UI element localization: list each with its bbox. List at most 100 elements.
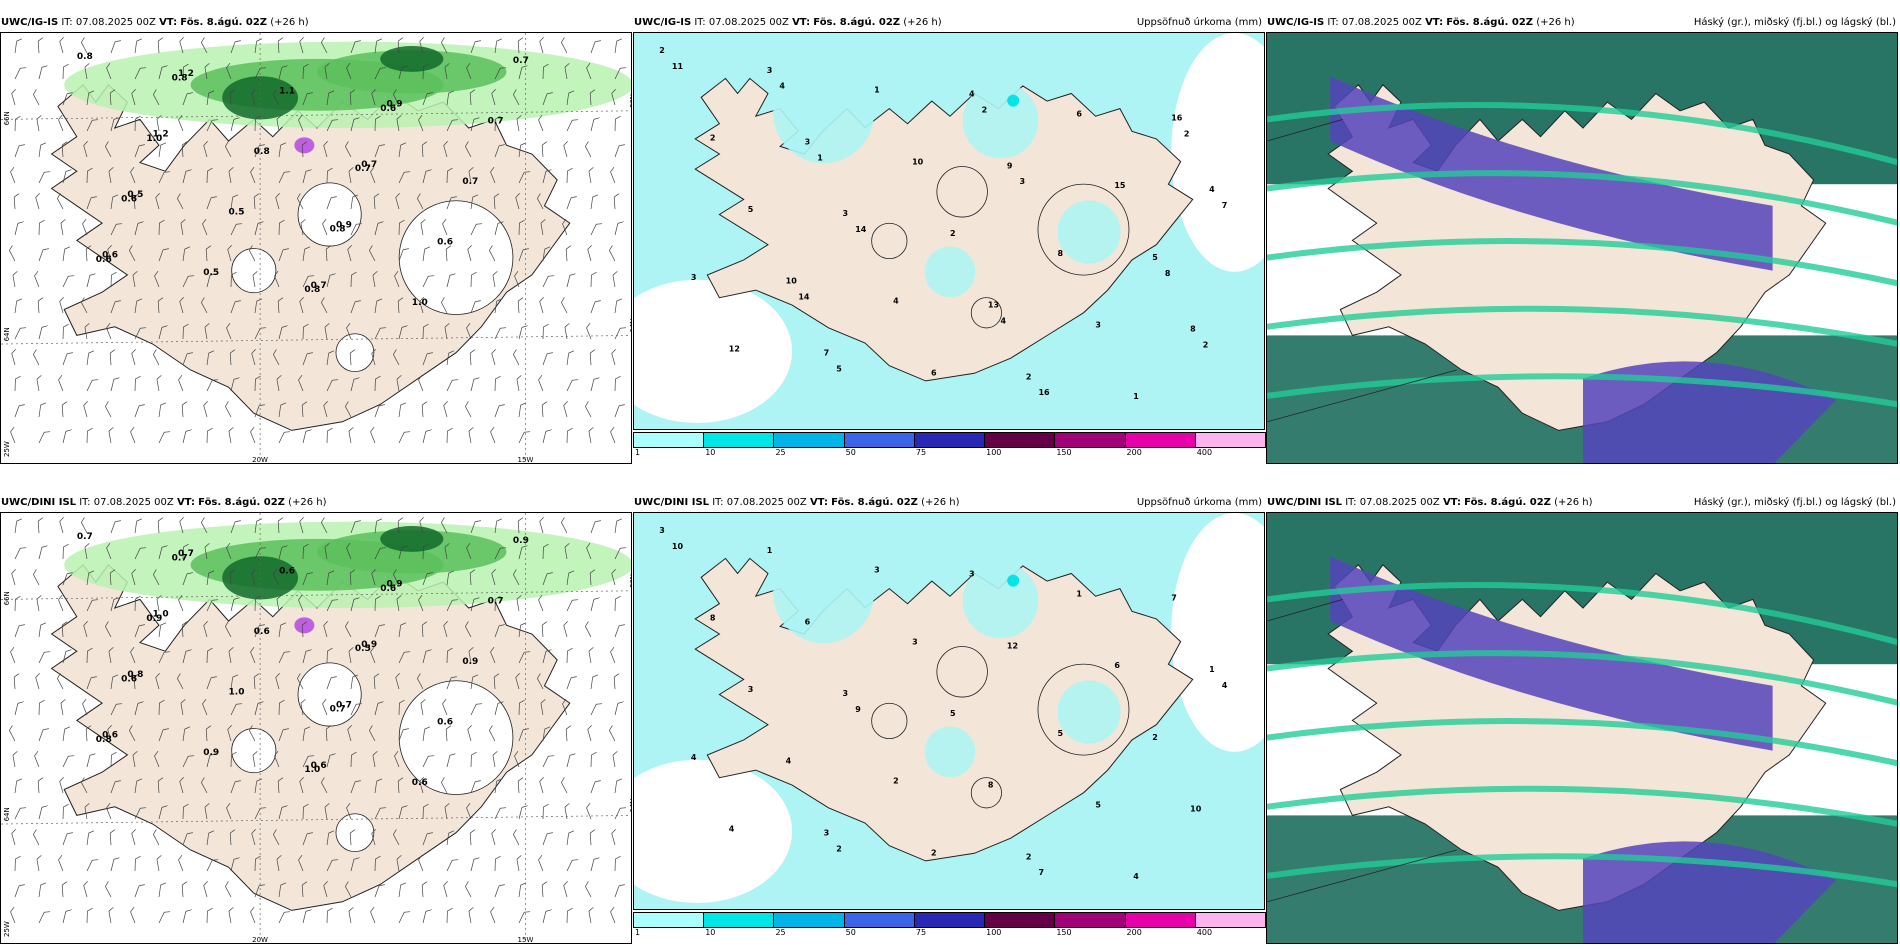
wind-barb-shaft bbox=[298, 379, 304, 392]
wind-barb bbox=[470, 597, 480, 612]
wind-barb-flag bbox=[496, 38, 503, 42]
wind-barb bbox=[610, 647, 616, 664]
wind-barb-flag bbox=[465, 881, 469, 887]
wind-barb bbox=[181, 881, 188, 898]
wind-barb-shaft bbox=[109, 833, 112, 846]
gust-value-label: 1.1 bbox=[279, 86, 295, 96]
wind-barb-flag bbox=[81, 297, 85, 303]
wind-barb-shaft bbox=[540, 703, 544, 716]
wind-barb bbox=[110, 597, 120, 612]
wind-barb-shaft bbox=[278, 145, 282, 158]
wind-barb bbox=[442, 699, 448, 716]
wind-barb-flag bbox=[153, 89, 157, 95]
wind-barb-flag bbox=[181, 621, 188, 626]
wind-barb bbox=[518, 65, 528, 80]
wind-barb-flag bbox=[568, 90, 575, 94]
wind-barb-flag bbox=[10, 907, 15, 913]
wind-barb-flag bbox=[40, 882, 47, 886]
wind-barb-flag bbox=[228, 647, 234, 652]
wind-barb-flag bbox=[613, 673, 620, 678]
wind-barb bbox=[249, 725, 256, 742]
wind-barb-flag bbox=[469, 829, 476, 834]
wind-barb-shaft bbox=[422, 276, 429, 288]
wind-barb-shaft bbox=[611, 93, 616, 106]
wind-barb-shaft bbox=[324, 67, 328, 80]
wind-barb-shaft bbox=[299, 301, 304, 314]
wind-barb bbox=[542, 832, 553, 846]
gust-value-label: 0.6 bbox=[380, 104, 396, 114]
wind-barb-shaft bbox=[494, 625, 500, 638]
wind-barb bbox=[109, 569, 116, 586]
wind-barb bbox=[422, 726, 431, 742]
wind-barb-shaft bbox=[276, 379, 280, 392]
wind-barb bbox=[371, 568, 376, 586]
wind-barb bbox=[206, 427, 213, 444]
wind-barb-flag bbox=[610, 647, 615, 653]
wind-barb-shaft bbox=[326, 833, 330, 846]
wind-barb bbox=[201, 777, 208, 794]
wind-barb-flag bbox=[276, 595, 282, 600]
wind-barb-flag bbox=[345, 621, 349, 627]
wind-barb-flag bbox=[399, 219, 405, 224]
precip-value-label: 4 bbox=[691, 753, 697, 762]
wind-barb-shaft bbox=[227, 249, 232, 262]
wind-barb-flag bbox=[375, 855, 381, 860]
wind-barb bbox=[345, 621, 352, 638]
wind-barb-flag bbox=[322, 219, 327, 225]
wind-barb-shaft bbox=[372, 755, 376, 768]
wind-barb-shaft bbox=[324, 327, 328, 340]
precip-value-label: 7 bbox=[1222, 201, 1228, 210]
wind-barb-shaft bbox=[490, 651, 496, 664]
wind-barb-flag bbox=[249, 245, 253, 251]
it-label: IT: bbox=[1327, 17, 1339, 28]
wind-barb bbox=[86, 427, 93, 444]
wind-barb-flag bbox=[44, 431, 51, 433]
wind-barb-flag bbox=[571, 676, 577, 679]
precip-value-label: 4 bbox=[729, 824, 735, 833]
wind-barb-shaft bbox=[542, 249, 546, 262]
wind-barb-shaft bbox=[326, 120, 333, 132]
glacier bbox=[871, 222, 908, 260]
wind-barb-flag bbox=[476, 703, 483, 705]
wind-barb-shaft bbox=[374, 808, 381, 820]
wind-barb-shaft bbox=[84, 807, 88, 820]
wind-barb bbox=[469, 829, 476, 846]
wind-barb bbox=[518, 325, 528, 340]
wind-barb-flag bbox=[133, 193, 140, 198]
precip-value-label: 8 bbox=[1165, 269, 1171, 278]
wind-barb-flag bbox=[563, 400, 568, 406]
wind-barb-shaft bbox=[110, 677, 114, 690]
colorbar-swatch bbox=[843, 432, 915, 448]
wind-barb-shaft bbox=[564, 547, 568, 560]
wind-barb bbox=[298, 375, 304, 392]
wind-barb-shaft bbox=[614, 781, 618, 794]
wind-barb bbox=[326, 379, 339, 392]
glacier bbox=[1037, 663, 1130, 756]
wind-barb bbox=[14, 404, 25, 418]
wind-barb bbox=[181, 141, 188, 158]
wind-barb-flag bbox=[489, 725, 493, 731]
wind-barb bbox=[254, 624, 265, 638]
iceland-land bbox=[50, 84, 571, 431]
wind-barb bbox=[542, 352, 553, 366]
wind-barb-flag bbox=[64, 726, 71, 730]
wind-barb-flag bbox=[250, 907, 255, 913]
wind-barb bbox=[513, 349, 520, 366]
wind-barb-shaft bbox=[587, 249, 592, 262]
it-label: IT: bbox=[694, 17, 706, 28]
wind-barb bbox=[444, 63, 450, 80]
wind-barb-shaft bbox=[278, 432, 285, 444]
wind-barb-flag bbox=[139, 884, 145, 887]
wind-barb-shaft bbox=[517, 781, 520, 794]
wind-barb-flag bbox=[419, 776, 424, 782]
wind-barb-flag bbox=[489, 245, 493, 251]
wind-barb-shaft bbox=[86, 93, 90, 106]
wind-barb bbox=[86, 647, 93, 664]
wind-barb-flag bbox=[154, 271, 159, 277]
wind-barb-shaft bbox=[326, 353, 330, 366]
wind-barb bbox=[398, 219, 405, 236]
wind-barb-flag bbox=[15, 855, 21, 860]
wind-barb-shaft bbox=[470, 704, 477, 716]
wind-barb-shaft bbox=[278, 885, 282, 898]
wind-barb-shaft bbox=[588, 651, 592, 664]
